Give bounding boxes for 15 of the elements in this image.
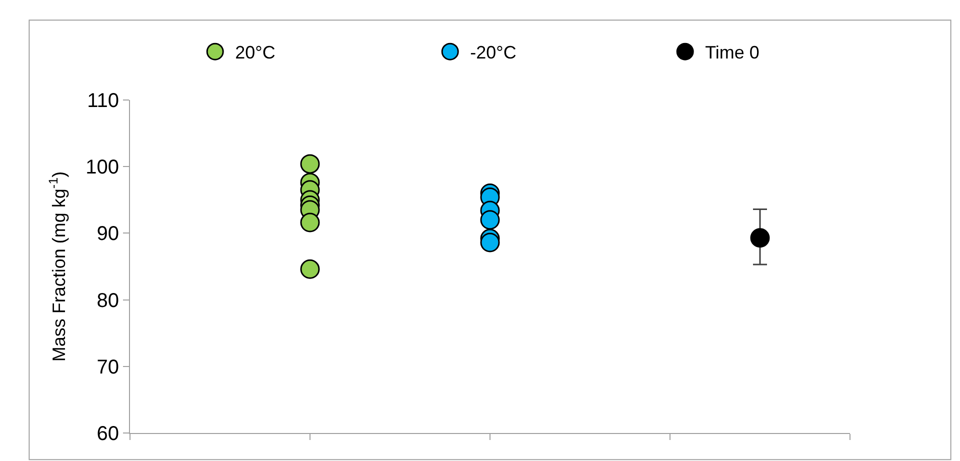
point	[300, 212, 320, 232]
y-tick-label: 80	[96, 290, 119, 312]
point	[480, 210, 500, 230]
legend-label: -20°C	[470, 42, 516, 63]
point	[480, 232, 500, 252]
y-tick-label: 100	[86, 156, 119, 179]
y-tick-label: 90	[96, 223, 119, 246]
legend-label: Time 0	[705, 42, 760, 63]
y-tick-label: 110	[87, 90, 119, 112]
point	[300, 259, 320, 279]
legend-label: 20°C	[235, 42, 276, 63]
y-tick-label: 60	[96, 423, 119, 445]
point	[750, 228, 770, 248]
point	[300, 154, 320, 174]
y-tick-label: 70	[96, 356, 119, 378]
